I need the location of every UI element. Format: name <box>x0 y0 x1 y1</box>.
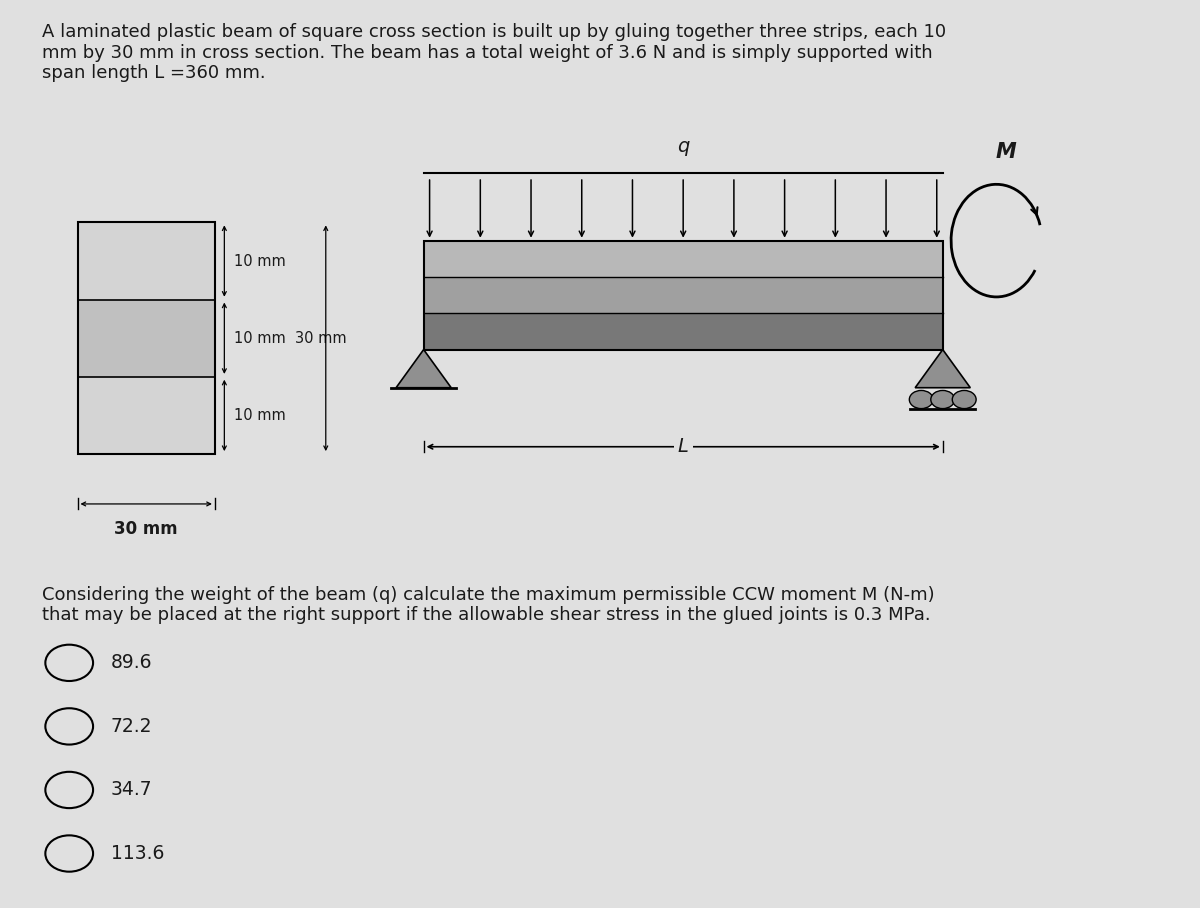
Bar <box>424 241 943 277</box>
Text: 10 mm: 10 mm <box>234 253 286 269</box>
Text: 72.2: 72.2 <box>110 717 152 735</box>
Bar <box>424 241 943 350</box>
Bar <box>78 222 215 454</box>
Polygon shape <box>396 350 451 388</box>
Bar <box>424 277 943 313</box>
Text: 89.6: 89.6 <box>110 654 152 672</box>
Bar <box>78 222 215 300</box>
Text: 10 mm: 10 mm <box>234 408 286 423</box>
Circle shape <box>931 390 955 409</box>
Bar <box>78 300 215 377</box>
Bar <box>78 377 215 454</box>
Bar <box>424 313 943 350</box>
Polygon shape <box>916 350 971 388</box>
Circle shape <box>953 390 976 409</box>
Text: q: q <box>677 137 689 156</box>
Text: 30 mm: 30 mm <box>114 520 178 538</box>
Text: M: M <box>996 142 1016 162</box>
Text: L: L <box>678 438 689 456</box>
Text: 10 mm  30 mm: 10 mm 30 mm <box>234 331 347 346</box>
Text: A laminated plastic beam of square cross section is built up by gluing together : A laminated plastic beam of square cross… <box>42 23 946 83</box>
Text: 34.7: 34.7 <box>110 781 152 799</box>
Text: 113.6: 113.6 <box>110 844 164 863</box>
Circle shape <box>910 390 934 409</box>
Text: Considering the weight of the beam (q) calculate the maximum permissible CCW mom: Considering the weight of the beam (q) c… <box>42 586 935 625</box>
